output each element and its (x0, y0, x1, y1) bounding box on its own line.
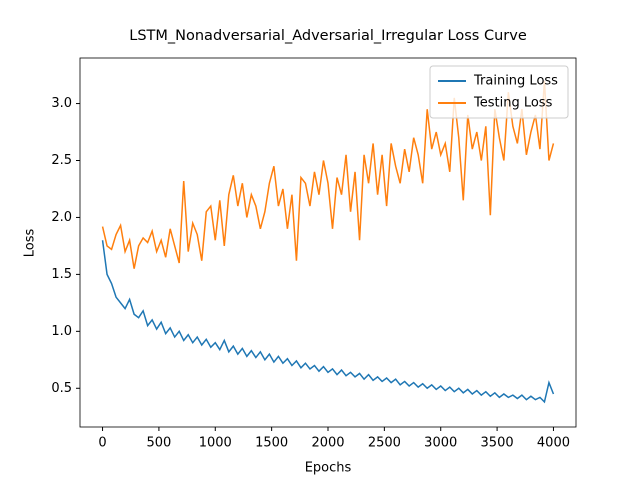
x-tick-label: 0 (98, 436, 106, 451)
x-tick-label: 500 (146, 436, 171, 451)
y-tick-label: 1.0 (51, 324, 72, 339)
y-tick-label: 3.0 (51, 96, 72, 111)
y-tick-label: 1.5 (51, 267, 72, 282)
x-tick-label: 3000 (424, 436, 457, 451)
x-tick-label: 1500 (255, 436, 288, 451)
y-tick-label: 0.5 (51, 381, 72, 396)
series-line (101, 240, 555, 404)
legend-label: Training Loss (473, 74, 558, 89)
x-tick-label: 1000 (199, 436, 232, 451)
legend-box (429, 65, 569, 119)
x-axis-label: Epochs (305, 461, 352, 476)
x-tick-label: 2500 (368, 436, 401, 451)
plot-frame (79, 57, 577, 428)
y-tick-label: 2.0 (51, 210, 72, 225)
x-tick-label: 4000 (537, 436, 570, 451)
x-tick-label: 3500 (481, 436, 514, 451)
legend-label: Testing Loss (473, 96, 553, 111)
y-tick-label: 2.5 (51, 153, 72, 168)
y-axis-label: Loss (23, 229, 38, 258)
series-line (101, 80, 555, 269)
x-tick-label: 2000 (311, 436, 344, 451)
chart-title: LSTM_Nonadversarial_Adversarial_Irregula… (129, 28, 527, 44)
